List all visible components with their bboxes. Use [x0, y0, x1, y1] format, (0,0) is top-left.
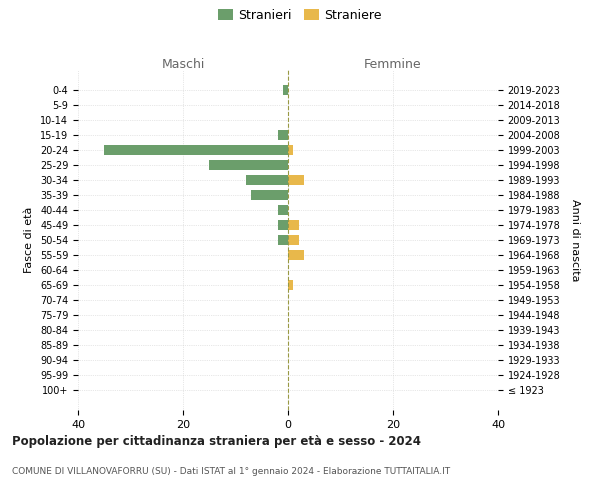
Bar: [104, 146, 288, 155]
Y-axis label: Fasce di età: Fasce di età: [25, 207, 34, 273]
Bar: [288, 176, 304, 185]
Text: Maschi: Maschi: [161, 58, 205, 71]
Bar: [277, 130, 288, 140]
Bar: [288, 220, 299, 230]
Text: COMUNE DI VILLANOVAFORRU (SU) - Dati ISTAT al 1° gennaio 2024 - Elaborazione TUT: COMUNE DI VILLANOVAFORRU (SU) - Dati IST…: [12, 468, 450, 476]
Bar: [277, 205, 288, 215]
Bar: [277, 235, 288, 245]
Bar: [246, 176, 288, 185]
Text: Femmine: Femmine: [364, 58, 422, 71]
Y-axis label: Anni di nascita: Anni di nascita: [570, 198, 580, 281]
Text: Popolazione per cittadinanza straniera per età e sesso - 2024: Popolazione per cittadinanza straniera p…: [12, 435, 421, 448]
Bar: [277, 220, 288, 230]
Bar: [251, 190, 288, 200]
Bar: [288, 250, 304, 260]
Bar: [283, 86, 288, 95]
Bar: [209, 160, 288, 170]
Bar: [288, 280, 293, 290]
Bar: [288, 235, 299, 245]
Bar: [288, 146, 293, 155]
Legend: Stranieri, Straniere: Stranieri, Straniere: [218, 8, 382, 22]
